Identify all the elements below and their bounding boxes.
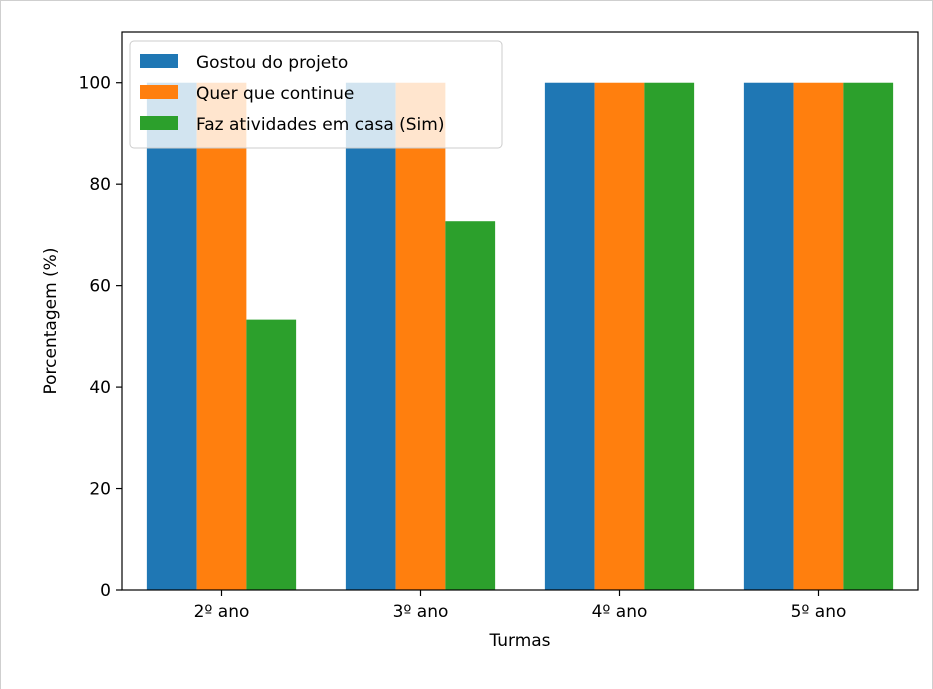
- x-tick-label: 4º ano: [592, 602, 648, 622]
- bar-gostou-do-projeto-5-ano: [743, 82, 794, 591]
- legend-box: [129, 40, 503, 149]
- bar-quer-que-continue-5-ano: [793, 82, 844, 591]
- x-tick-label: 3º ano: [393, 602, 449, 622]
- y-tick-label: 0: [100, 581, 111, 601]
- bar-quer-que-continue-2-ano: [196, 82, 247, 591]
- legend: Gostou do projeto Quer que continue Faz at…: [129, 40, 503, 149]
- bar-quer-que-continue-3-ano: [395, 82, 446, 591]
- bar-gostou-do-projeto-3-ano: [345, 82, 396, 591]
- bar-gostou-do-projeto-4-ano: [544, 82, 595, 591]
- bar-faz-atividades-em-casa-sim-4-ano: [644, 82, 695, 591]
- legend-label: Faz atividades em casa (Sim): [196, 115, 444, 135]
- y-axis: 0 20 40 60 80 100: [79, 74, 122, 601]
- bar-faz-atividades-em-casa-sim-3-ano: [445, 221, 496, 591]
- bar-gostou-do-projeto-2-ano: [146, 82, 197, 591]
- bars-layer: [146, 82, 894, 591]
- x-axis: 2º ano 3º ano 4º ano 5º ano: [194, 590, 847, 622]
- bar-faz-atividades-em-casa-sim-2-ano: [246, 319, 297, 590]
- bar-faz-atividades-em-casa-sim-5-ano: [843, 82, 894, 591]
- y-tick-label: 40: [89, 378, 111, 398]
- y-tick-label: 80: [89, 175, 111, 195]
- x-tick-label: 5º ano: [791, 602, 847, 622]
- x-tick-label: 2º ano: [194, 602, 250, 622]
- legend-label: Gostou do projeto: [196, 53, 348, 73]
- plot-area-frame: [121, 31, 919, 591]
- bar-quer-que-continue-4-ano: [594, 82, 645, 591]
- legend-swatch-faz-atividades-em-casa-sim: [140, 116, 178, 130]
- legend-swatch-gostou-do-projeto: [140, 54, 178, 68]
- y-axis-title: Porcentagem (%): [41, 248, 61, 395]
- y-tick-label: 20: [89, 480, 111, 500]
- y-tick-label: 60: [89, 277, 111, 297]
- legend-label: Quer que continue: [196, 84, 354, 104]
- y-tick-label: 100: [79, 74, 111, 94]
- x-axis-title: Turmas: [488, 631, 550, 651]
- legend-swatch-quer-que-continue: [140, 85, 178, 99]
